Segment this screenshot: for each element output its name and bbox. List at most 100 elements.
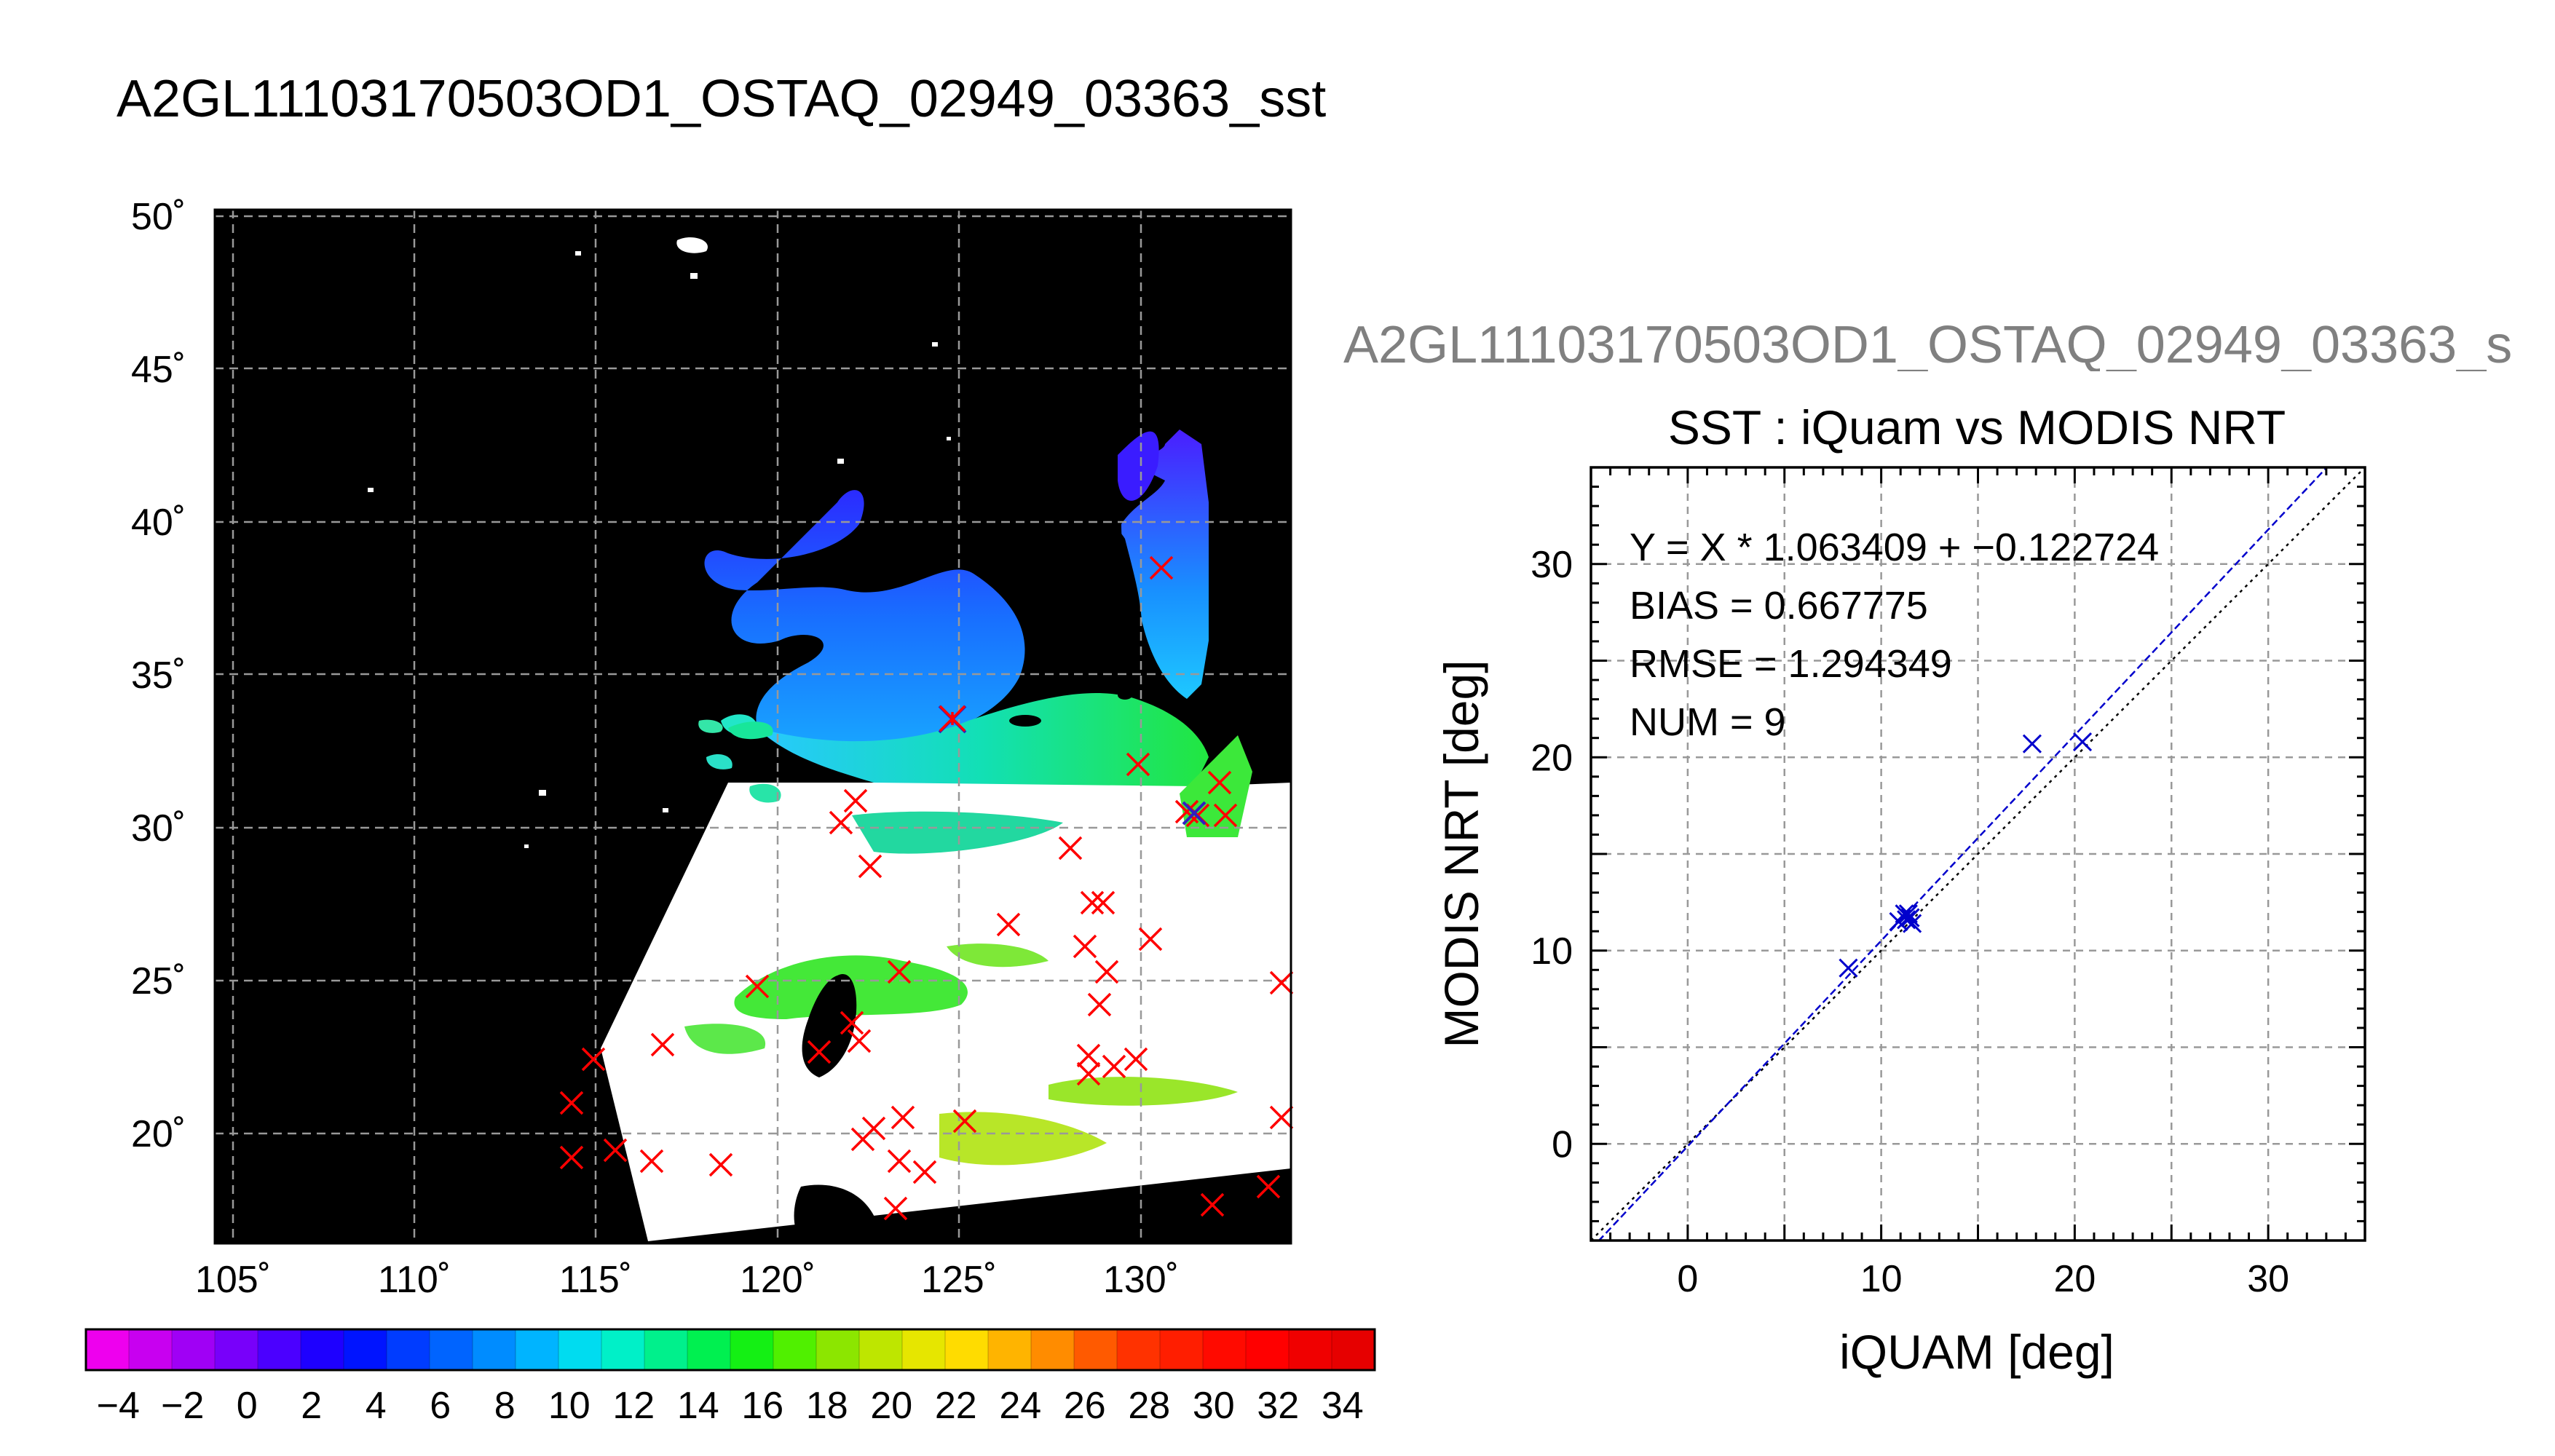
matchup-marker <box>1102 1054 1126 1079</box>
matchup-marker <box>861 1116 886 1141</box>
colorbar-cell <box>859 1329 903 1370</box>
colorbar-label: 30 <box>1193 1385 1235 1427</box>
matchup-marker <box>639 1149 664 1174</box>
colorbar-label: 18 <box>806 1385 848 1427</box>
colorbar-cell <box>344 1329 387 1370</box>
colorbar-label: 28 <box>1128 1385 1170 1427</box>
colorbar-cell <box>1160 1329 1204 1370</box>
bias-stat: BIAS = 0.667775 <box>1630 584 1928 628</box>
cloud-speck-5 <box>539 790 546 796</box>
colorbar-cell <box>129 1329 173 1370</box>
num-stat: NUM = 9 <box>1630 700 1786 744</box>
matchup-marker <box>829 810 853 835</box>
y-tick-label: 0 <box>1552 1123 1573 1166</box>
map-frame <box>213 208 1292 1245</box>
scatter-point <box>1900 908 1920 927</box>
colorbar-cell <box>601 1329 645 1370</box>
matchup-marker <box>996 912 1021 937</box>
colorbar-label: 0 <box>237 1385 258 1427</box>
matchup-marker <box>1073 934 1097 959</box>
scatter-point <box>1897 910 1916 930</box>
bohai-yellow-sea <box>704 490 1025 751</box>
colorbar-cell <box>430 1329 473 1370</box>
matchup-marker <box>1256 1174 1281 1199</box>
colorbar-label: 6 <box>430 1385 451 1427</box>
matchup-marker <box>883 1196 908 1221</box>
cloud-speck-8 <box>947 437 951 440</box>
taiwan-land <box>802 974 857 1077</box>
map-panel: 50˚ 45˚ 40˚ 35˚ 30˚ 25˚ 20˚ 105˚ 110˚ 11… <box>131 196 1294 1301</box>
matchup-marker <box>1149 555 1174 580</box>
colorbar-cell <box>730 1329 774 1370</box>
matchup-marker <box>912 1160 937 1184</box>
y-axis-label: MODIS NRT [deg] <box>1434 660 1488 1048</box>
page-title: A2GL11103170503OD1_OSTAQ_02949_03363_sst <box>117 70 1327 128</box>
matchup-marker <box>1207 770 1232 795</box>
lon-tick-label: 130˚ <box>1103 1259 1179 1301</box>
colorbar-cell <box>516 1329 559 1370</box>
colorbar-cell <box>215 1329 258 1370</box>
cloud-speck-1 <box>676 237 708 253</box>
y-tick-label: 20 <box>1531 737 1573 779</box>
colorbar-label: 12 <box>612 1385 655 1427</box>
plot-ticks <box>1590 466 2366 1242</box>
matchup-marker <box>650 1032 675 1057</box>
plot-tick-labels: 0 10 20 30 0 10 20 30 <box>1531 544 2289 1300</box>
colorbar: −4 −2 0 2 4 6 8 10 12 14 16 18 20 22 24 26 28 30 32 34 <box>84 1328 1376 1427</box>
matchup-marker <box>1124 1047 1148 1072</box>
fit-line <box>1598 467 2329 1241</box>
scatter-point <box>1895 904 1914 924</box>
x-tick-label: 10 <box>1860 1258 1903 1300</box>
colorbar-cell <box>644 1329 688 1370</box>
matchup-marker <box>603 1138 628 1163</box>
matchup-marker <box>952 1109 977 1133</box>
scatter-point <box>1898 904 1918 924</box>
cloud-speck-6 <box>368 488 374 492</box>
x-tick-label: 0 <box>1677 1258 1698 1300</box>
colorbar-cell <box>1074 1329 1118 1370</box>
colorbar-label: 2 <box>301 1385 322 1427</box>
matchup-marker <box>1058 836 1083 860</box>
matchup-marker <box>1076 1061 1101 1086</box>
scatter-point <box>1903 914 1922 933</box>
scatter-point <box>2022 734 2042 753</box>
plot-grid <box>1591 467 2365 1241</box>
matchup-marker <box>1080 890 1105 915</box>
matchup-marker <box>1269 1105 1294 1130</box>
colorbar-label: 10 <box>548 1385 591 1427</box>
colorbar-cell <box>387 1329 430 1370</box>
colorbar-cell <box>687 1329 731 1370</box>
colorbar-label: 34 <box>1322 1385 1364 1427</box>
lon-tick-label: 115˚ <box>559 1259 632 1301</box>
colorbar-label: 4 <box>366 1385 387 1427</box>
colorbar-cells <box>86 1329 1375 1370</box>
stats-box: Y = X * 1.063409 + −0.122724 BIAS = 0.66… <box>1630 526 2159 744</box>
colorbar-label: 8 <box>494 1385 516 1427</box>
matchup-marker <box>559 1145 584 1170</box>
colorbar-cell <box>1332 1329 1375 1370</box>
colorbar-cell <box>558 1329 602 1370</box>
matchup-marker <box>858 854 882 879</box>
matchup-marker <box>843 788 868 813</box>
colorbar-cell <box>1203 1329 1247 1370</box>
colorbar-labels: −4 −2 0 2 4 6 8 10 12 14 16 18 20 22 24 26 28 30 32 34 <box>97 1385 1364 1427</box>
matchup-marker <box>559 1091 584 1115</box>
matchup-marker <box>745 974 770 999</box>
colorbar-cell <box>1031 1329 1075 1370</box>
lon-tick-label: 125˚ <box>921 1259 997 1301</box>
chart-title: SST : iQuam vs MODIS NRT <box>1668 400 2286 454</box>
cloud-speck-4 <box>932 342 938 347</box>
matchup-marker <box>847 1029 872 1053</box>
colorbar-label: 20 <box>870 1385 912 1427</box>
jeju-island <box>1009 715 1041 727</box>
scatter-figure-title: A2GL11103170503OD1_OSTAQ_02949_03363_s <box>1343 319 2513 371</box>
matchup-marker <box>581 1047 606 1072</box>
inland-teal-speck-3 <box>706 753 732 769</box>
east-china-sea-band <box>757 692 1209 786</box>
colorbar-cell <box>258 1329 301 1370</box>
colorbar-cell <box>773 1329 817 1370</box>
scatter-point <box>1839 958 1858 978</box>
matchup-marker <box>1213 803 1238 828</box>
small-island <box>1118 691 1132 700</box>
lon-tick-label: 120˚ <box>740 1259 816 1301</box>
